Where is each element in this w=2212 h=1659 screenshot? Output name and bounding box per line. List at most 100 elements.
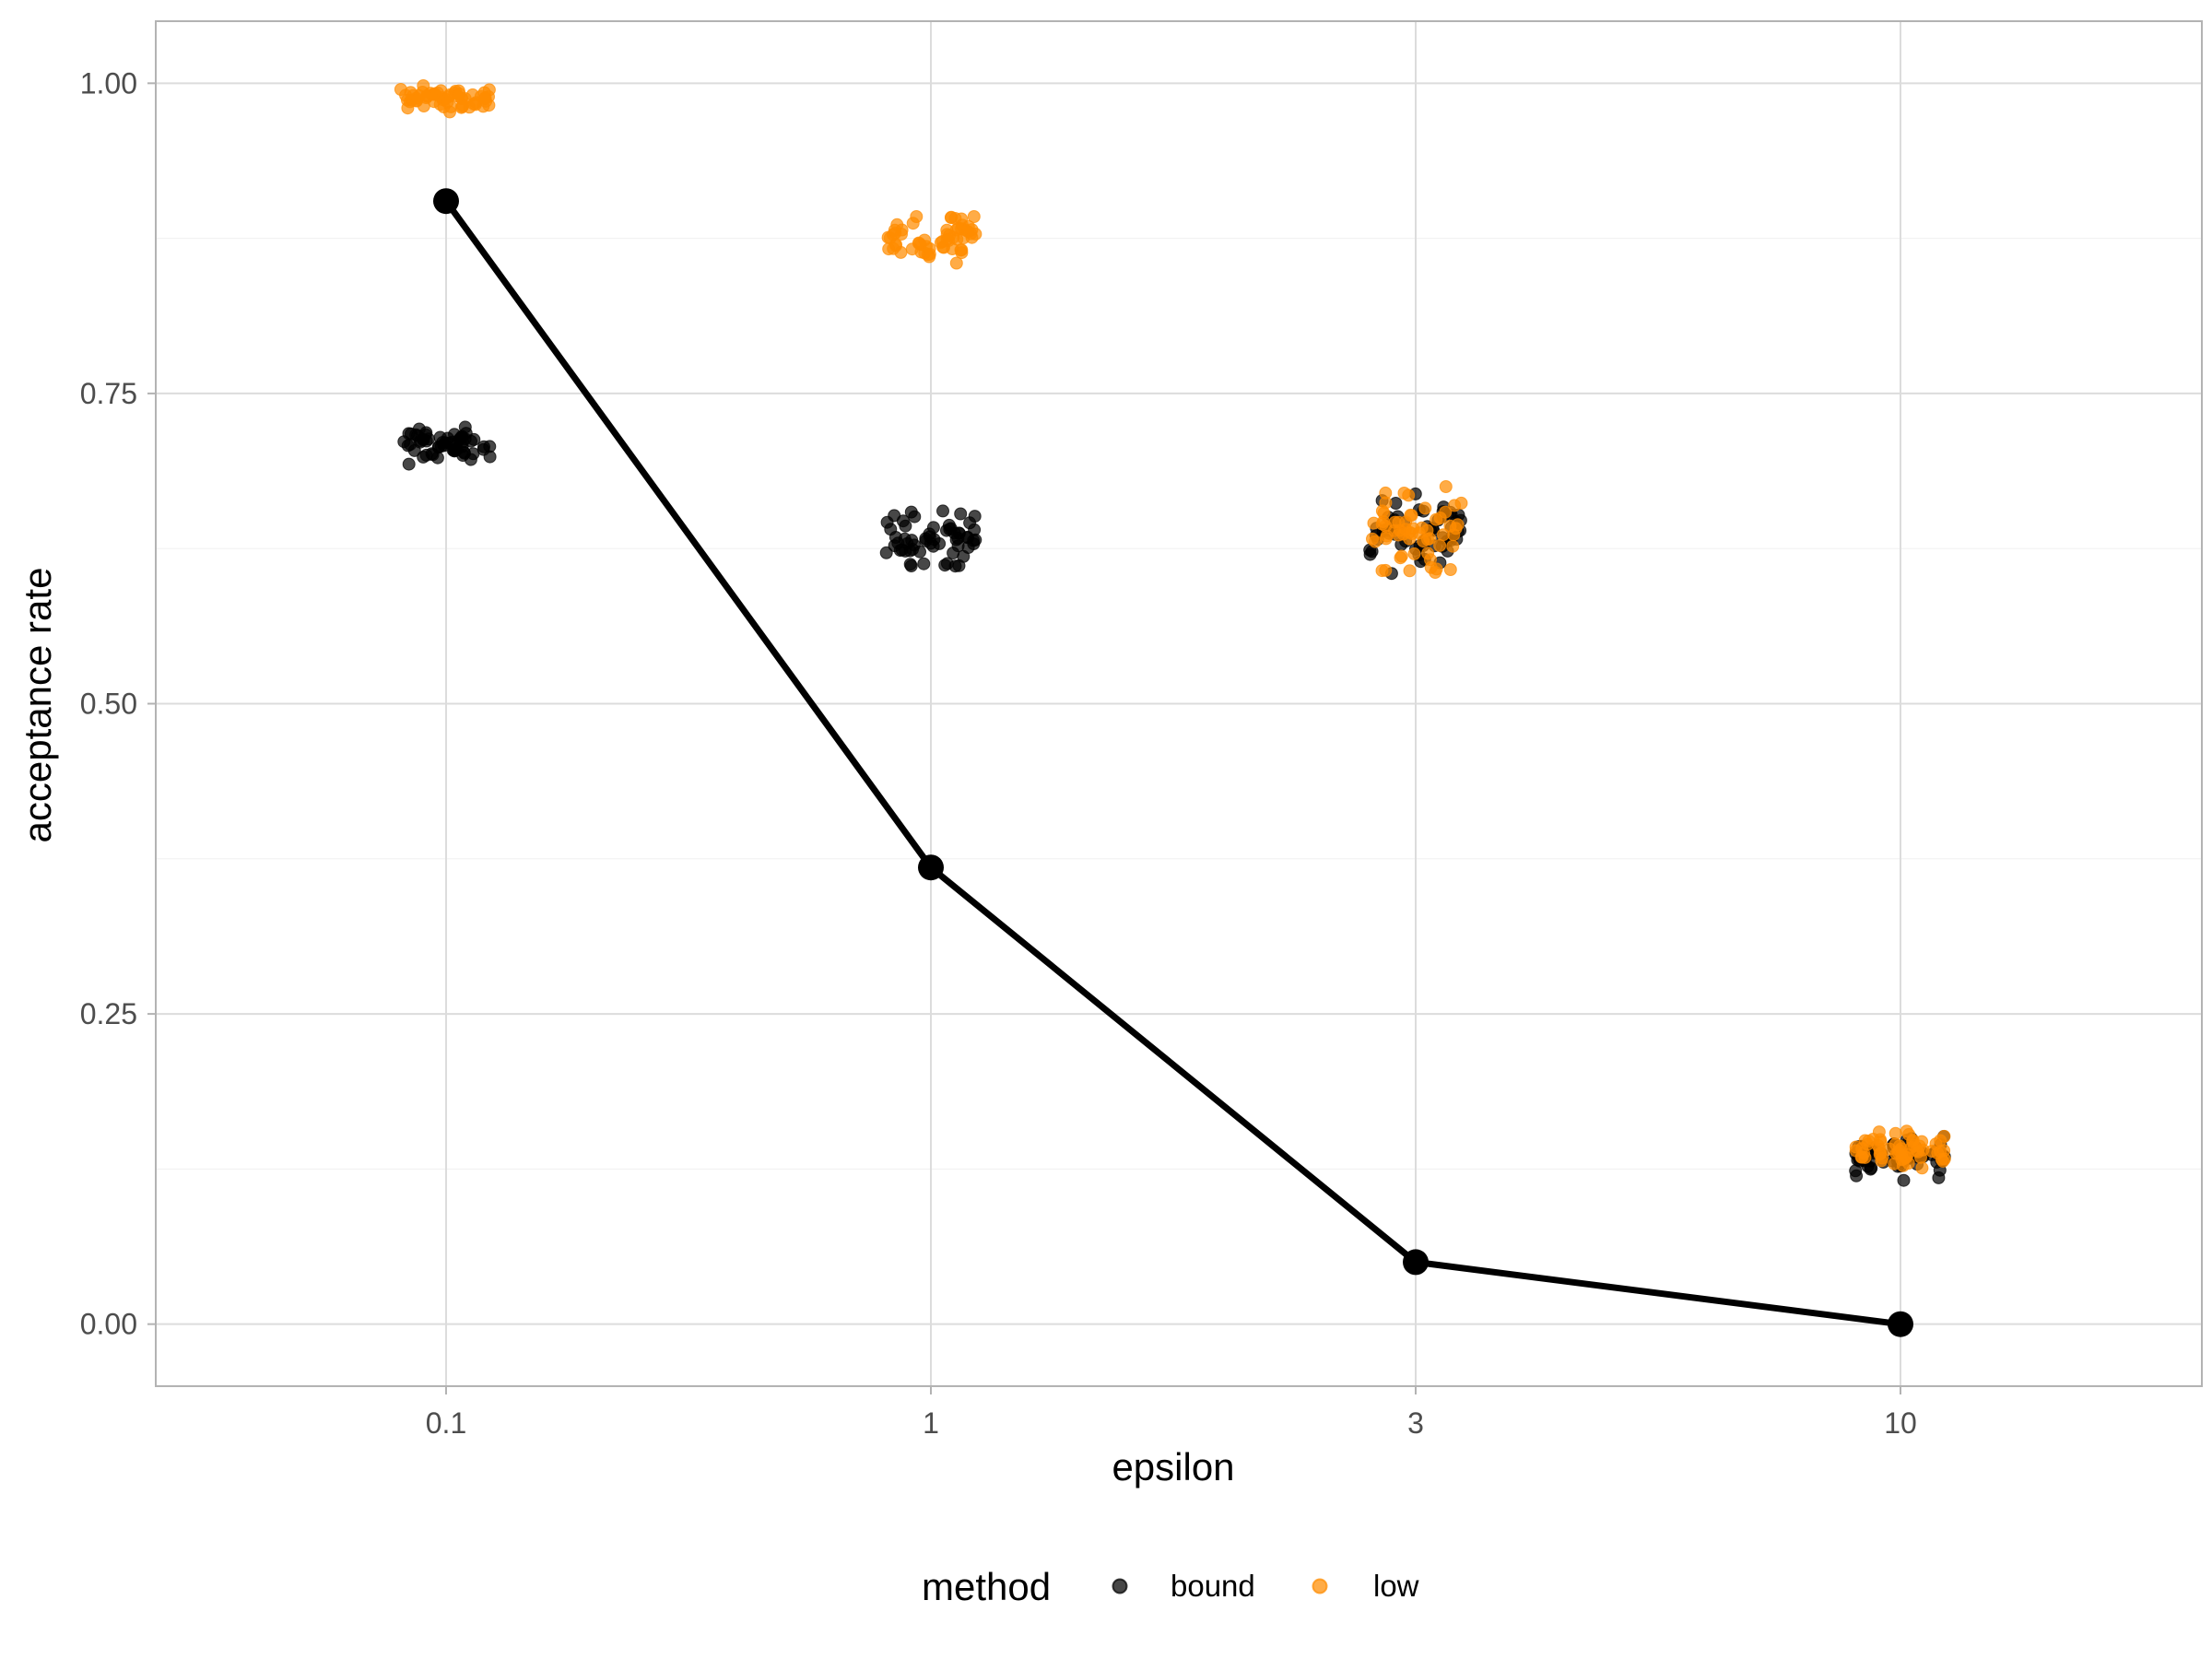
point-low: [1380, 529, 1394, 543]
y-tick-label: 0.00: [80, 1308, 137, 1341]
point-low: [467, 97, 481, 111]
point-bound: [448, 442, 462, 456]
x-axis-title: epsilon: [1112, 1445, 1234, 1488]
point-low: [1379, 486, 1393, 500]
point-low: [1430, 562, 1443, 576]
point-low: [1423, 532, 1437, 546]
point-low: [1925, 1145, 1939, 1158]
point-bound: [963, 516, 977, 530]
point-bound: [409, 428, 423, 441]
point-low: [965, 223, 979, 237]
x-tick-label: 10: [1884, 1406, 1917, 1440]
point-bound: [1897, 1173, 1911, 1187]
point-low: [1366, 532, 1379, 546]
point-bound: [936, 504, 949, 518]
point-low: [1937, 1152, 1951, 1166]
x-tick-label: 3: [1407, 1406, 1424, 1440]
point-low: [912, 236, 925, 250]
point-bound: [419, 434, 433, 448]
point-bound: [425, 447, 439, 461]
point-low: [1418, 501, 1432, 515]
point-bound: [960, 530, 974, 544]
point-low: [1379, 563, 1393, 577]
legend-label-bound: bound: [1171, 1569, 1255, 1603]
point-bound: [954, 507, 968, 521]
point-low: [1857, 1147, 1871, 1160]
trend-point: [918, 854, 944, 881]
point-low: [1404, 508, 1418, 522]
point-bound: [947, 547, 960, 559]
axis-layer: 0.00 0.25 0.50 0.75 1.00 0.1 1 3 10: [80, 66, 1917, 1440]
legend-key-low: [1312, 1578, 1328, 1594]
trend-point: [433, 188, 459, 215]
point-bound: [896, 514, 910, 528]
point-low: [1862, 1135, 1876, 1147]
y-tick-label: 1.00: [80, 66, 137, 100]
point-low: [1439, 480, 1453, 493]
point-bound: [397, 435, 411, 449]
point-low: [944, 211, 958, 225]
point-low: [1430, 512, 1443, 526]
trend-point: [1888, 1311, 1913, 1337]
point-bound: [899, 544, 912, 558]
point-low: [441, 95, 454, 109]
point-low: [954, 243, 968, 257]
trend-line: [443, 199, 1901, 1328]
point-low: [1875, 1154, 1888, 1168]
point-low: [477, 92, 491, 106]
point-low: [949, 256, 963, 270]
legend-title: method: [922, 1565, 1051, 1608]
point-bound: [483, 450, 497, 464]
point-low: [1403, 532, 1417, 546]
point-low: [1403, 564, 1417, 578]
point-bound: [464, 453, 477, 466]
point-bound: [952, 559, 966, 572]
point-low: [1888, 1157, 1901, 1171]
point-low: [1443, 563, 1457, 576]
point-bound: [905, 534, 919, 547]
point-bound: [942, 518, 956, 532]
point-bound: [908, 510, 922, 524]
point-low: [887, 241, 900, 255]
y-axis-title: acceptance rate: [16, 568, 59, 843]
point-low: [1392, 528, 1406, 542]
point-low: [1394, 551, 1407, 565]
point-low: [967, 210, 981, 223]
trend-point: [1403, 1249, 1429, 1276]
y-tick-label: 0.25: [80, 997, 137, 1030]
point-bound: [917, 557, 931, 571]
point-low: [1895, 1147, 1909, 1161]
point-low: [1377, 506, 1391, 520]
point-bound: [436, 436, 450, 449]
y-tick-label: 0.50: [80, 688, 137, 721]
point-low: [1439, 505, 1453, 519]
point-low: [1388, 515, 1402, 529]
points-layer: [394, 79, 1951, 1187]
point-bound: [454, 430, 468, 444]
point-low: [923, 250, 936, 264]
point-low: [410, 94, 423, 108]
point-low: [1402, 488, 1416, 502]
point-low: [416, 86, 429, 99]
point-low: [1433, 538, 1447, 552]
point-bound: [1850, 1169, 1864, 1182]
point-low: [910, 210, 924, 223]
line-layer: [433, 188, 1913, 1337]
point-low: [452, 89, 465, 103]
legend: method bound low: [922, 1565, 1419, 1608]
point-bound: [402, 457, 416, 471]
y-tick-label: 0.75: [80, 377, 137, 410]
point-low: [1446, 539, 1460, 553]
x-tick-label: 0.1: [426, 1406, 466, 1440]
point-low: [888, 223, 901, 237]
point-bound: [477, 440, 490, 453]
point-low: [1937, 1129, 1951, 1143]
point-low: [1888, 1126, 1902, 1140]
point-bound: [940, 557, 954, 571]
point-low: [427, 95, 441, 109]
point-low: [1448, 499, 1462, 512]
point-bound: [903, 558, 917, 571]
legend-label-low: low: [1373, 1569, 1419, 1603]
